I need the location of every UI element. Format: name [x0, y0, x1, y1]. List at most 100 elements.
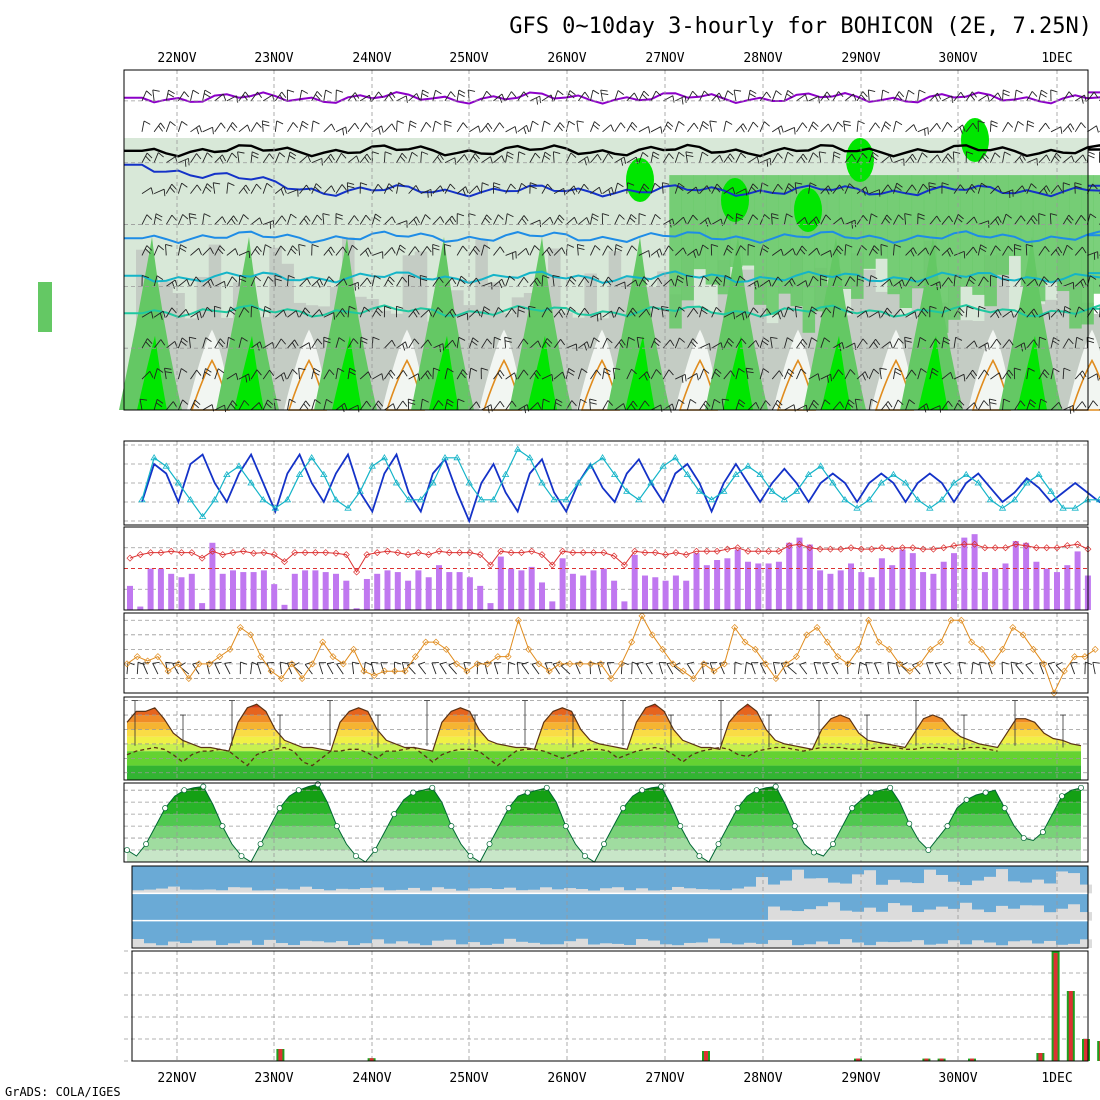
wind-barb-feather	[812, 121, 819, 127]
wind-barb-feather	[1068, 214, 1074, 221]
rh-marker	[276, 805, 283, 812]
wind-barb-feather	[871, 213, 878, 218]
cape-bar	[508, 568, 515, 610]
wind-barb-feather	[652, 306, 660, 311]
wind-barb	[941, 122, 948, 133]
wind-barb-feather	[195, 276, 201, 283]
wind-barb	[1050, 337, 1054, 349]
wind-barb-feather	[560, 339, 566, 346]
rh-marker	[467, 853, 474, 859]
wind-barb-feather	[935, 661, 943, 664]
wind-barb-feather	[880, 244, 888, 247]
wind-barb	[770, 337, 773, 349]
wind-barb-feather	[322, 213, 330, 216]
wind-barb-feather	[600, 313, 602, 321]
wind-barb	[977, 182, 982, 194]
wind-barb-feather	[352, 94, 357, 102]
wind-barb	[311, 158, 322, 164]
wind-barb-feather	[402, 400, 408, 407]
rh-marker	[1001, 805, 1008, 812]
wind-barb	[505, 400, 513, 411]
wind-barb-feather	[539, 220, 542, 228]
wind-barb-feather	[683, 217, 687, 224]
wind-barb	[408, 120, 411, 132]
wind-barb-feather	[204, 89, 212, 95]
wind-barb-feather	[766, 308, 772, 315]
wind-barb	[432, 153, 440, 164]
wind-barb-feather	[205, 186, 212, 192]
li-marker	[363, 551, 371, 559]
wind-barb-feather	[734, 661, 742, 665]
wind-barb	[318, 662, 324, 675]
thickness-marker	[623, 487, 631, 494]
wind-barb-feather	[181, 368, 188, 373]
wind-barb-feather	[557, 90, 564, 96]
cloud-bar	[252, 890, 264, 894]
wind-barb-feather	[693, 122, 699, 130]
wind-barb	[904, 213, 907, 225]
wind-barb-feather	[980, 244, 987, 249]
wind-barb-feather	[887, 401, 893, 408]
wind-barb	[868, 245, 875, 256]
wind-barb-feather	[259, 217, 263, 225]
wind-barb	[322, 213, 325, 225]
wind-barb-feather	[827, 185, 833, 193]
wind-speed-marker	[1091, 645, 1099, 653]
cape-bar	[425, 577, 432, 610]
wind-barb	[505, 372, 515, 380]
cape-bar	[240, 572, 247, 610]
wind-barb	[612, 368, 616, 380]
wind-barb-feather	[415, 185, 420, 192]
cloud-bar	[780, 910, 792, 921]
wind-barb	[463, 662, 468, 675]
wind-barb	[384, 91, 392, 102]
wind-barb-feather	[917, 216, 925, 220]
wind-speed-marker	[576, 660, 584, 668]
date-label-top: 25NOV	[449, 51, 488, 66]
wind-barb	[699, 343, 710, 349]
li-marker	[178, 549, 185, 557]
thickness-marker	[647, 479, 655, 486]
wind-barb	[456, 398, 459, 411]
cape-bar	[477, 585, 484, 610]
wind-barb-feather	[312, 120, 320, 125]
wind-barb-feather	[523, 369, 529, 376]
wind-barb-feather	[777, 312, 781, 320]
wind-barb	[141, 371, 151, 380]
wind-barb-feather	[736, 216, 744, 221]
wind-barb	[552, 663, 560, 675]
thickness-marker	[417, 496, 425, 503]
wind-barb-feather	[1014, 247, 1022, 251]
wind-barb-feather	[1060, 126, 1063, 134]
li-marker	[991, 544, 999, 552]
wind-barb	[214, 663, 221, 675]
wind-barb-feather	[924, 128, 926, 136]
rh-marker	[810, 849, 817, 856]
wind-barb	[723, 311, 734, 318]
wind-barb-feather	[924, 278, 930, 285]
wind-barb-feather	[912, 153, 917, 161]
wind-barb-feather	[354, 92, 360, 99]
wind-barb	[578, 156, 588, 164]
wind-barb-feather	[329, 369, 335, 376]
wind-barb	[917, 183, 924, 194]
wind-barb	[856, 310, 867, 318]
wind-barb-feather	[559, 122, 565, 129]
wind-barb	[468, 153, 476, 163]
cape-bar	[168, 573, 175, 610]
wind-barb-feather	[746, 371, 754, 374]
wind-barb	[141, 187, 152, 195]
wind-barb-feather	[305, 400, 311, 407]
wind-barb-feather	[248, 373, 251, 381]
wind-barb-feather	[820, 274, 828, 278]
wind-speed-marker	[690, 674, 697, 682]
wind-barb-feather	[326, 398, 333, 404]
wind-barb	[311, 368, 315, 380]
wind-barb-feather	[943, 661, 951, 665]
wind-barb	[396, 220, 407, 225]
rh-band-50	[378, 310, 391, 410]
cape-bar	[302, 570, 309, 610]
cloud-bar	[132, 938, 144, 948]
wind-speed-marker	[216, 653, 224, 661]
wind-barb	[602, 368, 605, 380]
